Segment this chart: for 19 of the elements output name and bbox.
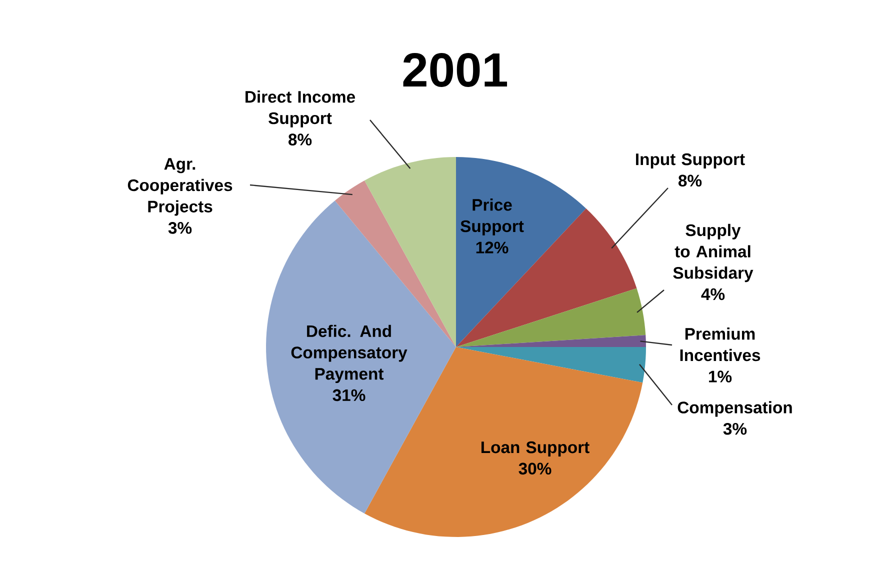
slice-label: Premium Incentives xyxy=(680,328,760,362)
data-label: 3% xyxy=(723,422,747,435)
slice-label: Loan Support xyxy=(481,441,590,456)
slice-label: Price Support xyxy=(460,198,524,236)
data-label: 8% xyxy=(288,134,312,146)
data-label: 1% xyxy=(709,370,732,382)
chart-title: 2001 xyxy=(403,53,508,87)
data-label: 4% xyxy=(701,288,725,300)
data-label: 3% xyxy=(168,222,192,234)
slice-label: Compensation xyxy=(678,401,792,417)
slice-label: Direct Income Support xyxy=(246,90,355,128)
data-label: 31% xyxy=(332,389,366,402)
data-label: 12% xyxy=(476,242,508,254)
slice-label: Defic. And Compensatory Payment xyxy=(291,324,408,384)
data-label: 8% xyxy=(678,174,702,187)
slice-label: Agr. Cooperatives Projects xyxy=(128,158,232,216)
data-label: 30% xyxy=(518,462,552,475)
slice-label: Supply to Animal Subsidary xyxy=(673,224,754,282)
slice-label: Input Support xyxy=(636,153,745,169)
